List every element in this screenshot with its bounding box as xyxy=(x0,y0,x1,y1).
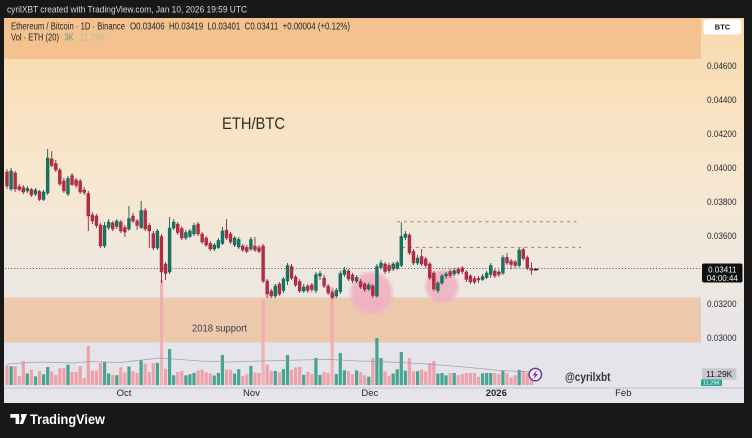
svg-text:Dec: Dec xyxy=(361,388,378,399)
svg-text:BTC: BTC xyxy=(715,23,731,32)
svg-text:0.04400: 0.04400 xyxy=(707,95,737,105)
svg-text:Nov: Nov xyxy=(243,388,260,399)
svg-text:2018 support: 2018 support xyxy=(192,323,247,335)
svg-text:0.03200: 0.03200 xyxy=(707,299,737,309)
svg-text:04:00:44: 04:00:44 xyxy=(707,274,739,283)
svg-text:11.29K: 11.29K xyxy=(80,33,106,44)
svg-text:Vol · ETH (20): Vol · ETH (20) xyxy=(11,33,59,44)
svg-text:cyrilXBT created with TradingV: cyrilXBT created with TradingView.com, J… xyxy=(7,5,247,16)
svg-text:0.03800: 0.03800 xyxy=(707,197,737,207)
svg-text:0.03600: 0.03600 xyxy=(707,231,737,241)
svg-text:0.04200: 0.04200 xyxy=(707,129,737,139)
svg-text:0.03411: 0.03411 xyxy=(708,265,737,274)
svg-text:11.29K: 11.29K xyxy=(706,369,733,379)
svg-text:0.03000: 0.03000 xyxy=(707,333,737,343)
svg-text:@cyrilxbt: @cyrilxbt xyxy=(565,372,611,384)
svg-text:TradingView: TradingView xyxy=(30,412,105,427)
svg-text:0.04000: 0.04000 xyxy=(707,163,737,173)
svg-text:Feb: Feb xyxy=(615,388,631,399)
svg-text:O0.03406 H0.03419 L0.03401: O0.03406 H0.03419 L0.03401 C0.03411 +0.0… xyxy=(130,22,350,33)
svg-text:0.04600: 0.04600 xyxy=(707,61,737,71)
svg-text:3K: 3K xyxy=(65,33,74,44)
svg-text:ETH/BTC: ETH/BTC xyxy=(222,115,285,133)
svg-text:2026: 2026 xyxy=(486,388,507,399)
svg-text:11.29K: 11.29K xyxy=(703,381,720,387)
svg-text:Ethereum / Bitcoin · 1D · Bina: Ethereum / Bitcoin · 1D · Binance xyxy=(11,22,125,33)
svg-text:Oct: Oct xyxy=(117,388,132,399)
